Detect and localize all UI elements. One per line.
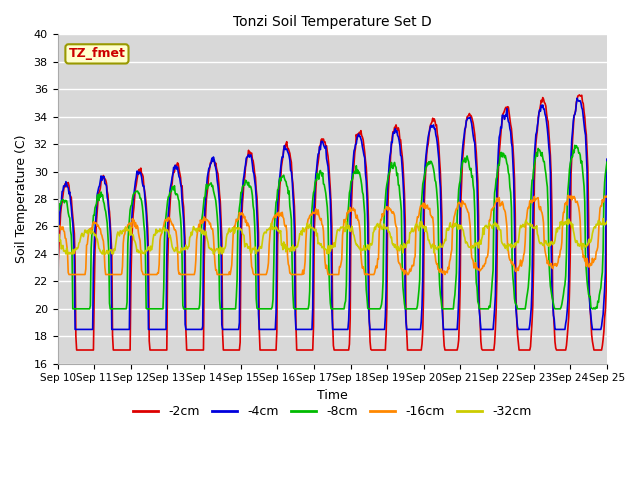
-16cm xyxy=(121,231,129,237)
-2cm xyxy=(416,347,424,353)
-4cm xyxy=(205,165,213,170)
-8cm xyxy=(177,216,184,221)
Line: -4cm: -4cm xyxy=(58,98,607,329)
Title: Tonzi Soil Temperature Set D: Tonzi Soil Temperature Set D xyxy=(233,15,431,29)
-4cm xyxy=(121,326,129,332)
-2cm xyxy=(603,222,611,228)
Text: TZ_fmet: TZ_fmet xyxy=(68,48,125,60)
-8cm xyxy=(205,181,213,187)
-2cm xyxy=(400,175,408,181)
-32cm xyxy=(121,227,129,232)
-2cm xyxy=(54,320,61,326)
-2cm xyxy=(177,174,184,180)
-8cm xyxy=(69,306,77,312)
Line: -16cm: -16cm xyxy=(58,195,607,275)
-8cm xyxy=(121,306,129,312)
-16cm xyxy=(177,272,184,277)
-32cm xyxy=(603,219,611,225)
Line: -32cm: -32cm xyxy=(58,218,607,254)
-2cm xyxy=(73,347,81,353)
-16cm xyxy=(416,207,424,213)
-2cm xyxy=(205,166,213,172)
Line: -2cm: -2cm xyxy=(58,95,607,350)
-16cm xyxy=(54,223,61,229)
-4cm xyxy=(416,326,424,332)
Y-axis label: Soil Temperature (C): Soil Temperature (C) xyxy=(15,135,28,264)
-32cm xyxy=(416,220,424,226)
-4cm xyxy=(63,184,71,190)
-4cm xyxy=(71,326,79,332)
-32cm xyxy=(65,251,72,257)
-32cm xyxy=(54,234,61,240)
-32cm xyxy=(62,251,70,257)
-2cm xyxy=(63,180,71,186)
-8cm xyxy=(63,204,71,210)
-16cm xyxy=(400,267,408,273)
-32cm xyxy=(599,216,607,221)
-16cm xyxy=(603,193,611,199)
-2cm xyxy=(575,92,583,98)
-16cm xyxy=(205,221,213,227)
-8cm xyxy=(603,159,611,165)
-16cm xyxy=(564,192,572,198)
X-axis label: Time: Time xyxy=(317,389,348,402)
-32cm xyxy=(400,240,408,246)
-8cm xyxy=(416,276,424,282)
Legend: -2cm, -4cm, -8cm, -16cm, -32cm: -2cm, -4cm, -8cm, -16cm, -32cm xyxy=(128,400,536,423)
-8cm xyxy=(571,143,579,148)
-4cm xyxy=(603,156,611,162)
-4cm xyxy=(54,250,61,255)
-16cm xyxy=(65,272,73,277)
-4cm xyxy=(400,192,408,198)
-4cm xyxy=(573,96,581,101)
-16cm xyxy=(63,248,71,254)
-32cm xyxy=(177,250,184,255)
-8cm xyxy=(54,213,61,219)
-2cm xyxy=(121,347,129,353)
-8cm xyxy=(400,293,408,299)
Line: -8cm: -8cm xyxy=(58,145,607,309)
-4cm xyxy=(177,181,184,187)
-32cm xyxy=(205,245,213,251)
